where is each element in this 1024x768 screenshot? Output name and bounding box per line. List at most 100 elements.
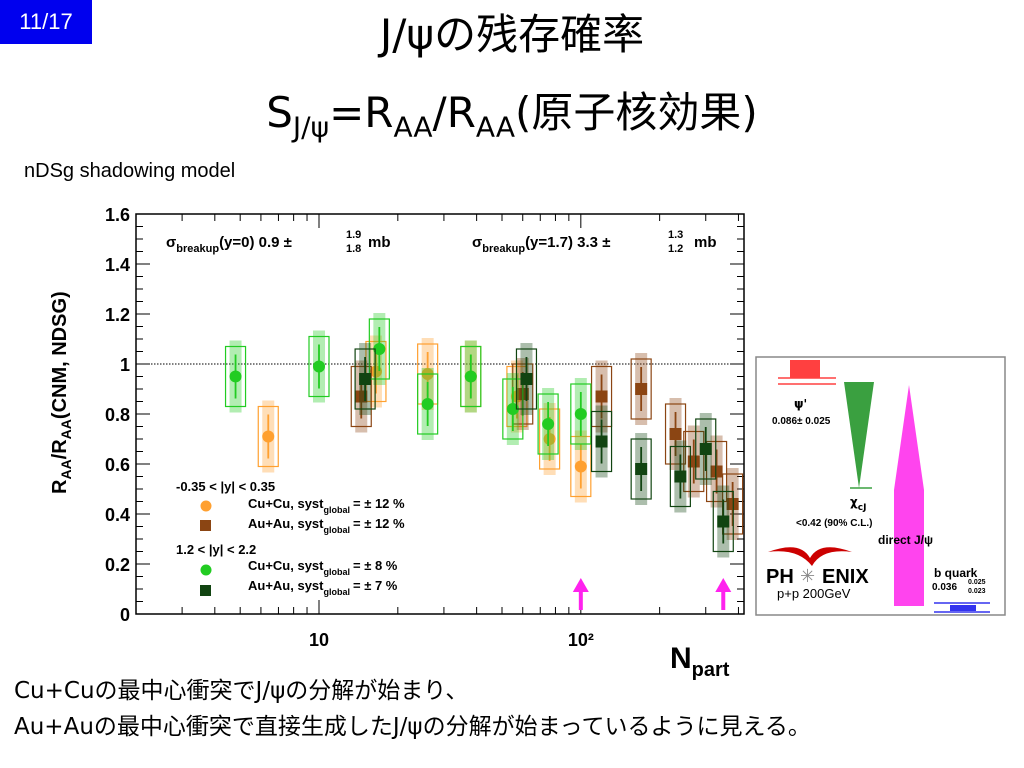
syst-box bbox=[705, 440, 728, 503]
title-aa1: AA bbox=[393, 110, 433, 144]
legend-label-2-val: = ± 8 % bbox=[353, 558, 398, 573]
psi-prime-band bbox=[790, 360, 820, 378]
direct-band bbox=[894, 385, 924, 606]
data-point bbox=[520, 373, 533, 385]
syst-box bbox=[308, 335, 330, 398]
data-point bbox=[574, 408, 587, 420]
x-tick-label-100: 10² bbox=[568, 630, 594, 650]
data-point bbox=[359, 373, 372, 385]
conclusion-line-1: Cu+Cuの最中心衝突でJ/ψの分解が始まり、 bbox=[14, 678, 469, 704]
data-point bbox=[595, 435, 608, 448]
syst-box bbox=[590, 410, 613, 473]
phenix-logo-swoosh bbox=[768, 547, 852, 566]
chi-label-sub: cJ bbox=[858, 503, 867, 513]
syst-box bbox=[683, 430, 705, 493]
title-s: S bbox=[266, 88, 293, 137]
syst-box bbox=[417, 373, 439, 435]
data-point bbox=[229, 370, 242, 383]
legend-label-1-sub: global bbox=[324, 525, 351, 535]
legend-label-1: Au+Au, systglobal = ± 12 % bbox=[248, 516, 405, 535]
data-point bbox=[543, 433, 556, 445]
syst-box bbox=[354, 348, 376, 410]
data-point bbox=[574, 460, 587, 473]
syst-box bbox=[257, 405, 279, 468]
data-point bbox=[710, 465, 723, 478]
plot-frame bbox=[135, 213, 745, 615]
title-paren: (原子核効果) bbox=[514, 88, 758, 137]
legend-marker-1 bbox=[200, 520, 211, 531]
data-point bbox=[687, 455, 700, 468]
sigma-left-pre: σ bbox=[166, 234, 176, 251]
chi-triangle bbox=[844, 382, 874, 488]
y-tick-label: 0.2 bbox=[105, 555, 130, 575]
bquark-band bbox=[950, 605, 976, 611]
legend-label-1-val: = ± 12 % bbox=[353, 516, 405, 531]
legend-label-0-sub: global bbox=[324, 505, 351, 515]
slide-number: 11/17 bbox=[0, 0, 92, 44]
data-point bbox=[373, 343, 386, 355]
title-s-sub: J/ψ bbox=[292, 110, 330, 144]
syst-box bbox=[630, 358, 652, 420]
data-point bbox=[635, 463, 648, 475]
y-tick-label: 0 bbox=[120, 605, 130, 625]
legend-label-3-sub: global bbox=[324, 587, 351, 597]
sigma-right-annotation: σbreakup(y=1.7) 3.3 ± bbox=[472, 234, 610, 255]
data-point bbox=[262, 430, 275, 443]
bquark-label: b quark bbox=[934, 566, 978, 580]
data-point bbox=[635, 383, 648, 395]
highlight-arrow-head bbox=[572, 578, 589, 592]
legend: -0.35 < |y| < 0.35 Cu+Cu, systglobal = ± … bbox=[176, 479, 405, 597]
bquark-err-up: 0.025 bbox=[968, 579, 986, 586]
legend-label-1-main: Au+Au, syst bbox=[248, 516, 324, 531]
bquark-value: 0.036 bbox=[932, 582, 957, 593]
phenix-star-icon: ✳ bbox=[800, 566, 815, 587]
syst-box bbox=[664, 403, 687, 465]
legend-marker-0 bbox=[200, 500, 212, 512]
x-tick-label-10: 10 bbox=[309, 630, 329, 650]
conclusion-line-2: Au+Auの最中心衝突で直接生成したJ/ψの分解が始まっているように見える。 bbox=[14, 714, 811, 740]
x-axis-title: Npart bbox=[670, 642, 730, 681]
title-aa2: AA bbox=[475, 110, 515, 144]
feeddown-inset: ψ' 0.086± 0.025 χcJ <0.42 (90% C.L.) dir… bbox=[755, 356, 1006, 616]
legend-label-0: Cu+Cu, systglobal = ± 12 % bbox=[248, 496, 405, 515]
sigma-left-mid: (y=0) 0.9 ± bbox=[219, 234, 292, 251]
inset-frame bbox=[755, 356, 1006, 616]
sigma-right-subr: 1.2 bbox=[668, 243, 683, 255]
syst-box bbox=[695, 418, 717, 480]
y-axis-ticks: 0 0.2 0.4 0.6 0.8 1 1.2 1.4 1.6 bbox=[105, 205, 744, 625]
chi-label: χcJ bbox=[850, 495, 866, 513]
page-title: J/ψの残存確率 bbox=[379, 10, 645, 59]
syst-box bbox=[570, 435, 592, 498]
model-note: nDSg shadowing model bbox=[24, 160, 236, 182]
legend-label-2: Cu+Cu, systglobal = ± 8 % bbox=[248, 558, 398, 577]
phenix-logo-text-right: ENIX bbox=[822, 566, 869, 588]
y-tick-label: 0.8 bbox=[105, 405, 130, 425]
data-point bbox=[717, 515, 730, 528]
data-point bbox=[506, 403, 519, 415]
syst-box bbox=[539, 408, 561, 470]
syst-box bbox=[224, 345, 247, 408]
psi-prime-value: 0.086± 0.025 bbox=[772, 416, 831, 427]
raa-chart: 00.20.40.60.811.21.41.6 10 10² σbreakup(y… bbox=[49, 205, 745, 681]
legend-group2: 1.2 < |y| < 2.2 bbox=[176, 542, 256, 557]
page-subtitle: SJ/ψ=RAA/RAA(原子核効果) bbox=[0, 88, 1024, 152]
legend-label-3-val: = ± 7 % bbox=[353, 578, 398, 593]
sigma-left-annotation: σbreakup(y=0) 0.9 ± bbox=[166, 234, 292, 255]
legend-marker-3 bbox=[200, 585, 211, 596]
legend-label-3: Au+Au, systglobal = ± 7 % bbox=[248, 578, 398, 597]
x-axis-ticks: 10 10² bbox=[135, 214, 739, 650]
pp-energy-label: p+p 200GeV bbox=[777, 586, 851, 601]
syst-box bbox=[537, 393, 559, 455]
syst-box bbox=[630, 438, 652, 500]
sigma-right-sub: breakup bbox=[482, 243, 525, 255]
sigma-left-subr: 1.8 bbox=[346, 243, 361, 255]
title-slash: /R bbox=[432, 88, 476, 137]
y-tick-label: 0.4 bbox=[105, 505, 130, 525]
data-point bbox=[726, 498, 739, 510]
title-eq: =R bbox=[329, 88, 394, 137]
data-point bbox=[669, 428, 682, 440]
bquark-err-dn: 0.023 bbox=[968, 588, 986, 595]
y-tick-label: 1.2 bbox=[105, 305, 130, 325]
data-point bbox=[595, 390, 608, 403]
syst-box bbox=[350, 365, 372, 428]
